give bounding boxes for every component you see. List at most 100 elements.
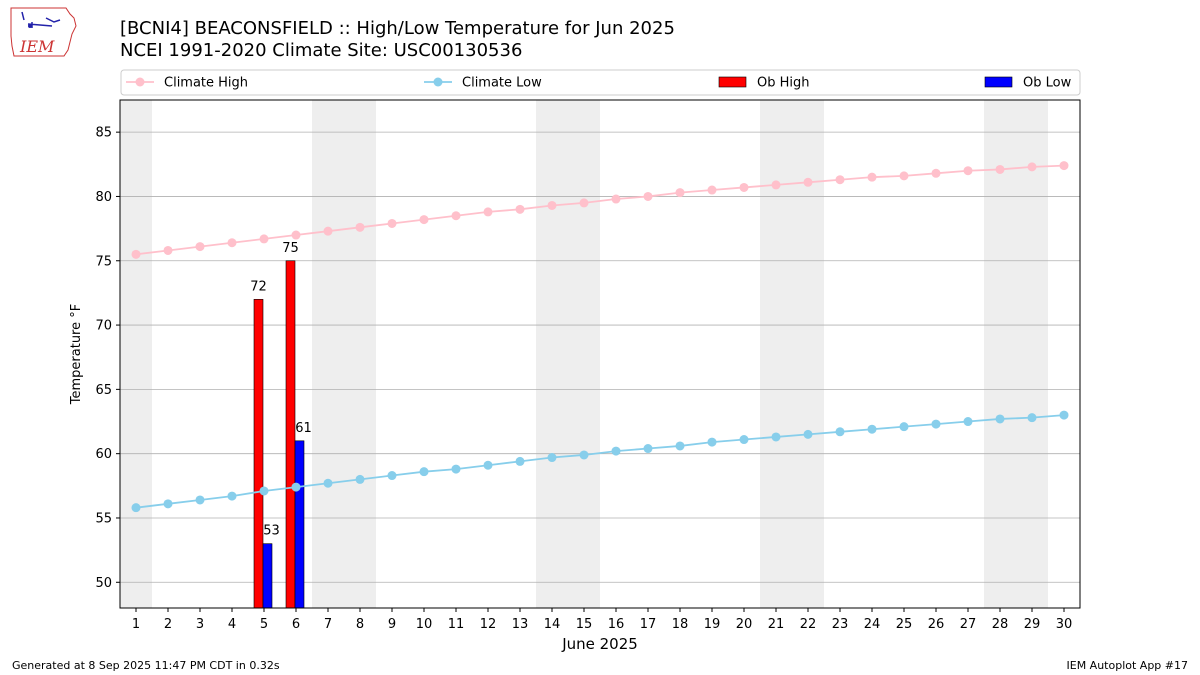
ob-low-bar [294,440,305,609]
data-labels: 72 75 53 61 [250,241,312,539]
climate-high-point [771,180,781,190]
climate-high-point [227,238,237,248]
climate-high-point [963,166,973,176]
legend-ob-high-label: Ob High [757,76,810,91]
x-tick-label: 10 [416,617,433,632]
ob-high-label: 72 [250,279,267,294]
climate-low-point [579,450,589,460]
grid-lines [120,131,1080,583]
x-tick-label: 12 [480,617,497,632]
climate-low-point [547,453,557,463]
climate-low-point [163,499,173,509]
climate-low-line [135,414,1065,509]
climate-low-point [803,429,813,439]
climate-low-point [899,422,909,432]
legend-climate-high-label: Climate High [164,76,248,91]
legend-box [120,69,1081,96]
climate-low-point [611,446,621,456]
legend-climate-low-marker [433,77,443,87]
y-axis-label: Temperature °F [69,304,84,405]
climate-high-point [1027,162,1037,172]
x-tick-label: 23 [832,617,849,632]
x-tick-label: 15 [576,617,593,632]
weekend-shade [536,100,568,608]
climate-high-point [323,226,333,236]
climate-high-line [135,164,1065,256]
x-tick-label: 8 [356,617,364,632]
climate-low-point [323,478,333,488]
y-tick-label: 60 [95,447,112,462]
legend-climate-high-marker [135,77,145,87]
y-tick-label: 65 [95,383,112,398]
climate-low-point [483,460,493,470]
x-tick-label: 24 [864,617,881,632]
climate-high-point [1059,161,1069,171]
legend-climate-low-label: Climate Low [462,76,542,91]
climate-low-point [995,414,1005,424]
legend-ob-low-label: Ob Low [1023,76,1072,91]
y-tick-label: 80 [95,190,112,205]
weather-station-icon [21,11,61,28]
climate-low-point [771,432,781,442]
climate-low-point [835,427,845,437]
x-tick-label: 27 [960,617,977,632]
x-tick-label: 21 [768,617,785,632]
x-tick-label: 11 [448,617,465,632]
climate-high-point [675,188,685,198]
climate-low-point [195,495,205,505]
x-tick-label: 7 [324,617,332,632]
x-tick-label: 6 [292,617,300,632]
climate-low-point [643,444,653,454]
weekend-shade [760,100,792,608]
climate-high-point [547,200,557,210]
iowa-map-outline-icon [10,7,77,57]
x-tick-label: 4 [228,617,236,632]
climate-high-point [579,198,589,208]
climate-low-point [227,491,237,501]
weekend-shade [344,100,376,608]
climate-high-point [899,171,909,181]
climate-high-point [483,207,493,217]
climate-high-point [995,164,1005,174]
climate-high-point [419,215,429,225]
x-tick-label: 19 [704,617,721,632]
weekend-shade [1016,100,1048,608]
climate-low-point [867,424,877,434]
ob-low-label: 53 [263,524,280,539]
climate-low-point [131,503,141,513]
climate-low-point [515,456,525,466]
weekend-shade [792,100,824,608]
ob-high-label: 75 [282,241,299,256]
weekend-shade [312,100,344,608]
climate-low-point [291,482,301,492]
x-tick-label: 17 [640,617,657,632]
x-tick-label: 25 [896,617,913,632]
y-tick-label: 70 [95,319,112,334]
y-tick-label: 85 [95,126,112,141]
ob-low-label: 61 [295,421,312,436]
x-axis-label: June 2025 [561,635,638,653]
climate-low-point [419,467,429,477]
climate-high-point [195,242,205,252]
x-tick-label: 22 [800,617,817,632]
ob-low-bar [262,543,273,609]
x-tick-label: 28 [992,617,1009,632]
y-tick-label: 55 [95,511,112,526]
x-tick-label: 18 [672,617,689,632]
x-tick-label: 14 [544,617,561,632]
legend-ob-low-swatch [984,76,1013,88]
climate-low-point [451,464,461,474]
climate-high-point [515,204,525,214]
climate-low-point [963,417,973,427]
app-note: IEM Autoplot App #17 [1066,659,1189,672]
climate-high-point [355,222,365,232]
climate-high-point [643,191,653,201]
climate-high-point [739,182,749,192]
x-tick-label: 26 [928,617,945,632]
generated-note: Generated at 8 Sep 2025 11:47 PM CDT in … [12,659,280,672]
legend: Climate High Climate Low Ob High Ob Low [120,69,1081,96]
y-tick-label: 75 [95,254,112,269]
climate-low-point [675,441,685,451]
x-tick-label: 20 [736,617,753,632]
climate-low-point [259,486,269,496]
